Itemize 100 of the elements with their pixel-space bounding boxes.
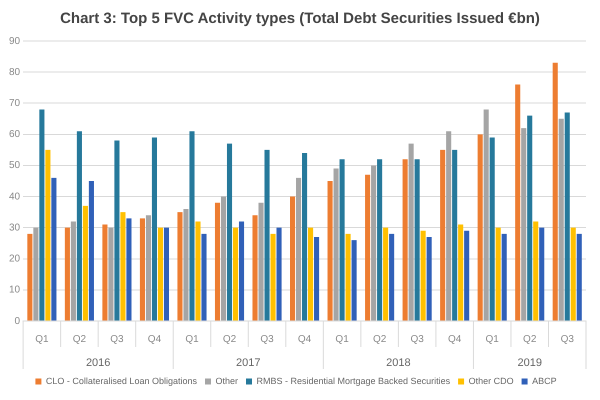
y-tick-label: 40 — [9, 191, 21, 202]
x-tick-label: Q3 — [110, 334, 124, 345]
bar — [220, 196, 226, 320]
y-tick-label: 80 — [9, 66, 21, 78]
bar — [201, 234, 207, 320]
bar — [302, 153, 308, 320]
bar — [464, 230, 470, 320]
bar — [276, 228, 282, 320]
x-tick-label: Q2 — [72, 334, 87, 345]
bar — [82, 206, 88, 320]
bar — [314, 237, 320, 320]
bar — [570, 228, 576, 320]
bar — [478, 134, 483, 320]
legend-label: ABCP — [532, 376, 557, 386]
bar — [440, 150, 446, 320]
text: 2017 — [236, 357, 261, 370]
bar — [158, 228, 164, 320]
x-tick-label: Q2 — [222, 334, 237, 345]
bar — [183, 209, 189, 320]
legend-label: Other — [215, 376, 238, 386]
bar — [527, 116, 532, 320]
bar — [521, 128, 526, 320]
bar — [533, 221, 538, 320]
x-tick-label: Q4 — [298, 334, 312, 345]
text: 2018 — [386, 357, 411, 370]
bar — [414, 159, 420, 320]
bar — [270, 234, 276, 320]
bar — [70, 221, 76, 320]
bar — [296, 178, 302, 320]
bar — [552, 62, 558, 320]
x-tick-label: Q4 — [148, 334, 162, 345]
bar — [446, 131, 452, 320]
y-tick-label: 90 — [9, 36, 21, 47]
bar — [114, 140, 120, 320]
y-tick-label: 10 — [9, 284, 21, 296]
x-tick-label: Q1 — [335, 334, 350, 345]
bar — [340, 159, 345, 320]
bar — [258, 202, 264, 320]
bar — [108, 228, 114, 320]
y-tick-label: 60 — [9, 129, 21, 140]
bar — [64, 228, 70, 320]
bar — [76, 131, 82, 320]
bar — [140, 218, 146, 320]
bar — [264, 150, 270, 320]
x-tick-label: Q3 — [560, 334, 574, 345]
legend-label: RMBS - Residential Mortgage Backed Securities — [256, 376, 451, 386]
bar — [564, 112, 570, 320]
bar — [238, 221, 244, 320]
y-tick-label: 20 — [9, 254, 21, 265]
text: 2019 — [517, 357, 542, 370]
bar — [496, 228, 501, 320]
bar — [152, 137, 158, 320]
bar — [371, 165, 376, 320]
bar — [120, 212, 126, 320]
bar — [365, 174, 370, 320]
bar — [515, 84, 520, 320]
x-tick-label: Q3 — [410, 334, 424, 345]
bar — [334, 168, 339, 320]
text: 2016 — [86, 357, 110, 370]
bar — [146, 215, 152, 320]
bar — [126, 218, 132, 320]
bar — [27, 234, 32, 320]
bar — [408, 144, 414, 320]
bar — [490, 137, 495, 320]
bar — [377, 159, 382, 320]
legend-label: Other CDO — [468, 376, 514, 386]
bar — [346, 234, 351, 320]
y-tick-label: 70 — [9, 98, 21, 109]
bar — [232, 228, 238, 320]
bar — [189, 131, 195, 320]
bar — [33, 228, 38, 320]
bar — [458, 224, 464, 320]
x-tick-label: Q4 — [448, 334, 462, 345]
x-tick-label: Q1 — [486, 334, 500, 345]
x-tick-label: Q1 — [35, 334, 49, 345]
bar — [226, 144, 232, 320]
x-tick-label: Q3 — [260, 334, 274, 345]
bar — [51, 178, 56, 320]
bar — [352, 240, 357, 320]
bar — [452, 150, 458, 320]
bar — [558, 118, 564, 320]
bar — [328, 181, 333, 320]
bar — [420, 230, 426, 320]
bar — [177, 212, 183, 320]
x-tick-label: Q2 — [372, 334, 387, 345]
bar — [576, 234, 582, 320]
bar — [290, 196, 296, 320]
bar — [426, 237, 432, 320]
bar — [308, 228, 314, 320]
bar — [389, 234, 394, 320]
y-tick-label: 30 — [9, 222, 21, 234]
legend-label: CLO - Collateralised Loan Obligations — [46, 376, 198, 386]
x-tick-label: Q1 — [185, 334, 200, 345]
bar — [45, 150, 50, 320]
chart-title: Chart 3: Top 5 FVC Activity types (Total Debt Securities Issued €bn) — [59, 9, 541, 29]
y-tick-label: 50 — [9, 160, 21, 172]
bar — [502, 234, 507, 320]
bar — [214, 202, 220, 320]
bar — [484, 109, 489, 320]
bar — [252, 215, 258, 320]
